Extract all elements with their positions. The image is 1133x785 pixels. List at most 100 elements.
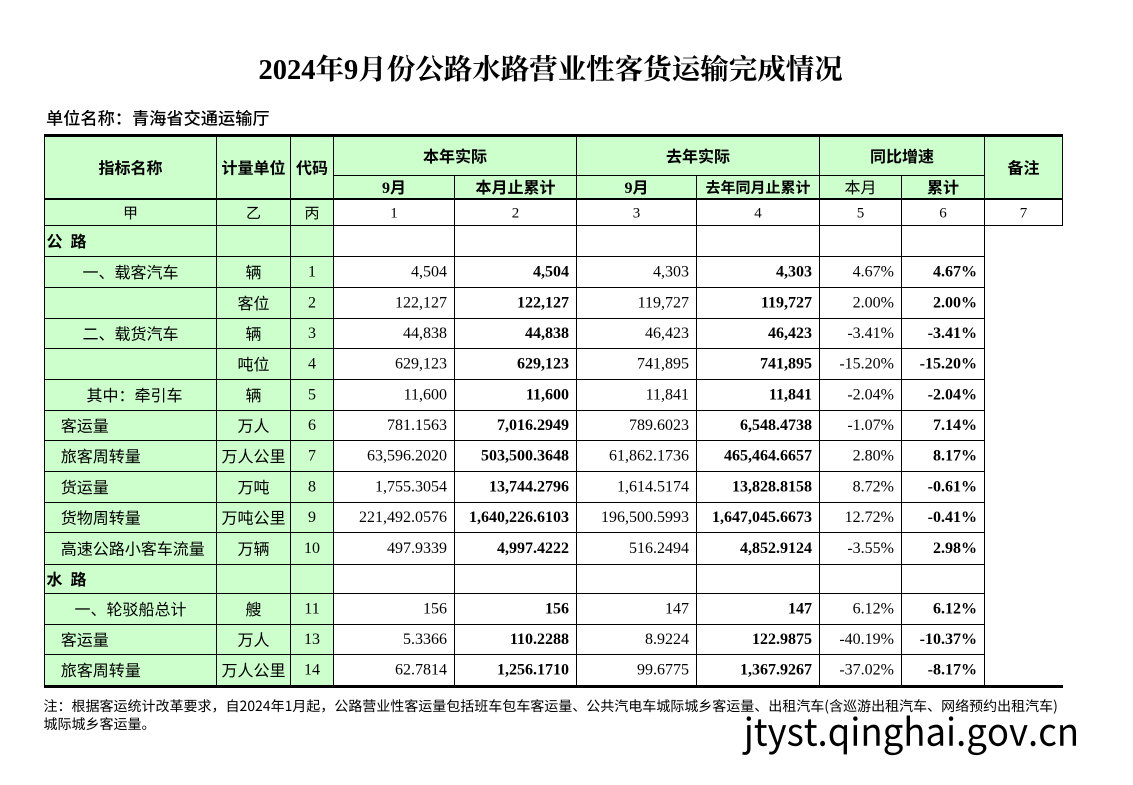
svg-text:11,600: 11,600 (404, 387, 447, 404)
svg-text:503,500.3648: 503,500.3648 (481, 448, 569, 465)
svg-text:781.1563: 781.1563 (387, 417, 447, 434)
svg-text:11: 11 (304, 601, 319, 618)
svg-text:122,127: 122,127 (517, 295, 569, 312)
svg-text:497.9339: 497.9339 (387, 540, 447, 557)
svg-text:1: 1 (390, 206, 398, 222)
svg-text:-0.61%: -0.61% (928, 479, 977, 496)
svg-text:14: 14 (304, 662, 320, 679)
svg-text:5: 5 (308, 387, 316, 404)
svg-text:6: 6 (308, 417, 316, 434)
svg-text:4: 4 (308, 356, 316, 373)
svg-text:4,504: 4,504 (411, 264, 447, 281)
svg-text:8.9224: 8.9224 (645, 631, 689, 648)
svg-text:2.00%: 2.00% (933, 295, 977, 312)
svg-text:-2.04%: -2.04% (847, 387, 894, 404)
svg-text:5.3366: 5.3366 (403, 631, 447, 648)
svg-text:63,596.2020: 63,596.2020 (367, 448, 447, 465)
svg-text:6,548.4738: 6,548.4738 (740, 417, 812, 434)
svg-text:4,997.4222: 4,997.4222 (497, 540, 569, 557)
svg-text:46,423: 46,423 (645, 325, 689, 342)
svg-text:6.12%: 6.12% (933, 601, 977, 618)
svg-text:11,600: 11,600 (526, 387, 569, 404)
svg-text:4,303: 4,303 (653, 264, 689, 281)
svg-text:13,828.8158: 13,828.8158 (732, 479, 812, 496)
svg-text:1,367.9267: 1,367.9267 (740, 662, 812, 679)
svg-text:6.12%: 6.12% (853, 601, 894, 618)
svg-text:2.80%: 2.80% (853, 448, 894, 465)
svg-text:196,500.5993: 196,500.5993 (601, 509, 689, 526)
svg-text:7: 7 (308, 448, 316, 465)
svg-text:1,647,045.6673: 1,647,045.6673 (712, 509, 812, 526)
svg-text:1,755.3054: 1,755.3054 (375, 479, 447, 496)
svg-text:4,504: 4,504 (533, 264, 569, 281)
svg-text:741,895: 741,895 (760, 356, 812, 373)
svg-text:8.72%: 8.72% (853, 479, 894, 496)
svg-text:2.98%: 2.98% (933, 540, 977, 557)
svg-text:2024: 2024 (259, 55, 316, 86)
svg-text:99.6775: 99.6775 (637, 662, 689, 679)
svg-text:4.67%: 4.67% (853, 264, 894, 281)
svg-text:4,852.9124: 4,852.9124 (740, 540, 812, 557)
svg-text:1,640,226.6103: 1,640,226.6103 (469, 509, 569, 526)
svg-text:12.72%: 12.72% (845, 509, 894, 526)
svg-text:5: 5 (857, 206, 865, 222)
svg-text:9: 9 (625, 180, 633, 197)
svg-text:789.6023: 789.6023 (629, 417, 689, 434)
svg-text:629,123: 629,123 (517, 356, 569, 373)
svg-text:11,841: 11,841 (646, 387, 689, 404)
svg-text:156: 156 (423, 601, 447, 618)
svg-text:8: 8 (308, 479, 316, 496)
svg-text:10: 10 (304, 540, 320, 557)
svg-text:7.14%: 7.14% (933, 417, 977, 434)
svg-text:-8.17%: -8.17% (928, 662, 977, 679)
svg-text:122.9875: 122.9875 (752, 631, 812, 648)
svg-text:11,841: 11,841 (769, 387, 812, 404)
svg-text:-0.41%: -0.41% (928, 509, 977, 526)
svg-text:-15.20%: -15.20% (839, 356, 894, 373)
svg-text:147: 147 (665, 601, 689, 618)
svg-text:7: 7 (1020, 206, 1028, 222)
svg-text:-3.55%: -3.55% (847, 540, 894, 557)
svg-text:3: 3 (633, 206, 641, 222)
svg-text:2.00%: 2.00% (853, 295, 894, 312)
svg-text:9: 9 (382, 180, 390, 197)
svg-text:2: 2 (512, 206, 520, 222)
svg-text:9: 9 (308, 509, 316, 526)
svg-text:465,464.6657: 465,464.6657 (724, 448, 812, 465)
svg-text:6: 6 (939, 206, 947, 222)
svg-text:4,303: 4,303 (776, 264, 812, 281)
svg-text:156: 156 (545, 601, 569, 618)
svg-text:629,123: 629,123 (395, 356, 447, 373)
svg-text:119,727: 119,727 (638, 295, 689, 312)
svg-text:9: 9 (344, 55, 358, 86)
svg-text:516.2494: 516.2494 (629, 540, 689, 557)
svg-text:46,423: 46,423 (768, 325, 812, 342)
svg-text:13,744.2796: 13,744.2796 (489, 479, 569, 496)
svg-text:2: 2 (308, 295, 316, 312)
svg-text:7,016.2949: 7,016.2949 (497, 417, 569, 434)
svg-text:-2.04%: -2.04% (928, 387, 977, 404)
svg-text:741,895: 741,895 (637, 356, 689, 373)
svg-text:4: 4 (754, 206, 762, 222)
svg-text:1,614.5174: 1,614.5174 (617, 479, 689, 496)
svg-text:1: 1 (308, 264, 316, 281)
svg-text:3: 3 (308, 325, 316, 342)
svg-text:-37.02%: -37.02% (839, 662, 894, 679)
svg-text:-15.20%: -15.20% (920, 356, 977, 373)
svg-text:119,727: 119,727 (761, 295, 812, 312)
svg-text:62.7814: 62.7814 (395, 662, 447, 679)
svg-text:13: 13 (304, 631, 320, 648)
svg-text:147: 147 (788, 601, 812, 618)
svg-text:4.67%: 4.67% (933, 264, 977, 281)
svg-text:122,127: 122,127 (395, 295, 447, 312)
svg-text:110.2288: 110.2288 (510, 631, 569, 648)
svg-text:8.17%: 8.17% (933, 448, 977, 465)
svg-text:44,838: 44,838 (403, 325, 447, 342)
svg-text:44,838: 44,838 (525, 325, 569, 342)
svg-text:-3.41%: -3.41% (847, 325, 894, 342)
svg-text:1,256.1710: 1,256.1710 (497, 662, 569, 679)
svg-text:221,492.0576: 221,492.0576 (359, 509, 447, 526)
svg-text:-1.07%: -1.07% (847, 417, 894, 434)
svg-text:-3.41%: -3.41% (928, 325, 977, 342)
svg-text:-40.19%: -40.19% (839, 631, 894, 648)
